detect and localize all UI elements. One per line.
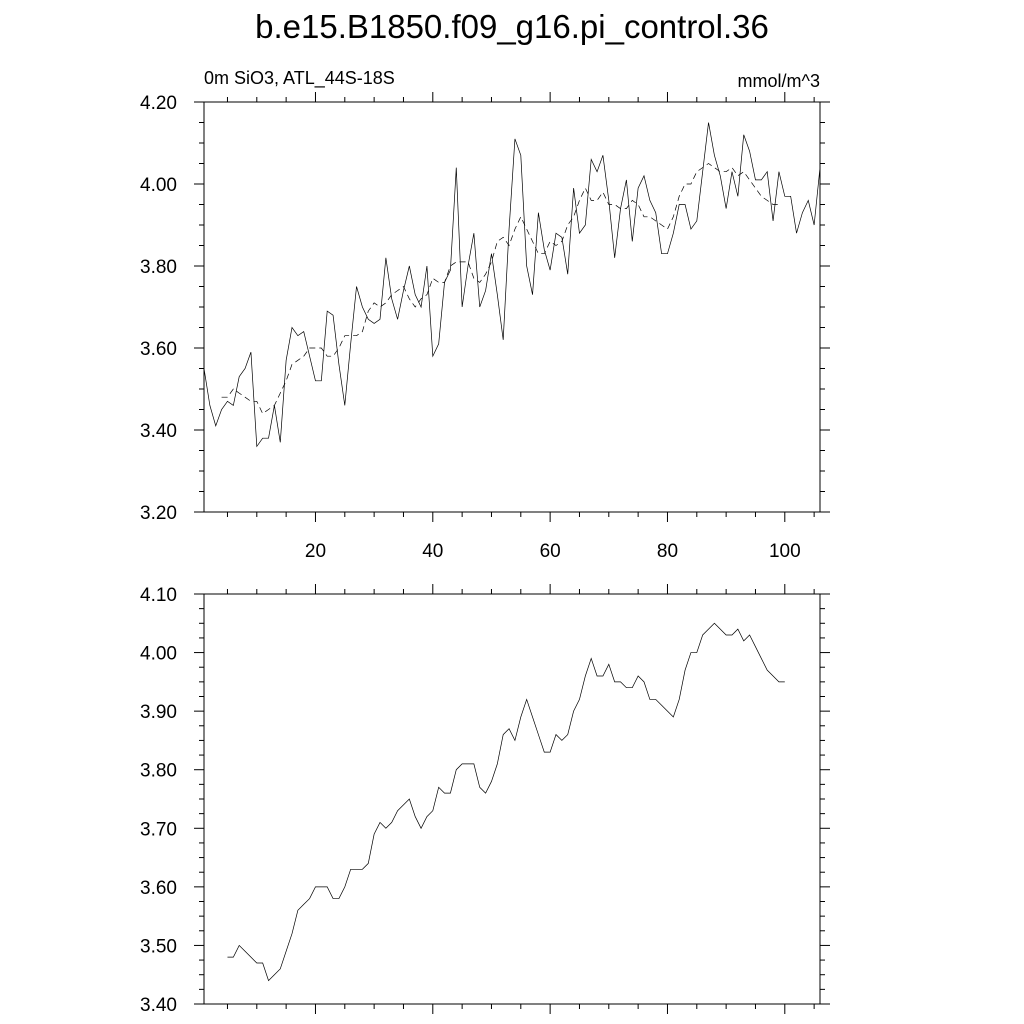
- top-x-tick-label: 60: [540, 541, 561, 562]
- bottom-plot-frame: [203, 593, 821, 1005]
- top-y-axis-labels: 3.20 3.40 3.60 3.80 4.00 4.20: [140, 93, 177, 524]
- top-panel-subtitle-left: 0m SiO3, ATL_44S-18S: [204, 68, 395, 89]
- top-y-tick-label: 3.20: [140, 503, 177, 524]
- bottom-y-tick-label: 3.50: [140, 936, 177, 957]
- top-y-tick-label: 4.20: [140, 93, 177, 114]
- top-y-tick-label: 3.40: [140, 421, 177, 442]
- bottom-y-tick-label: 4.00: [140, 644, 177, 665]
- top-x-tick-label: 100: [769, 541, 801, 562]
- top-series-group: [203, 122, 821, 448]
- top-panel: 0m SiO3, ATL_44S-18S mmol/m^3 3.203.403.…: [140, 68, 830, 562]
- top-axis-ticks: [194, 92, 830, 522]
- bottom-y-tick-label: 3.40: [140, 995, 177, 1016]
- top-y-tick-label: 3.60: [140, 339, 177, 360]
- top-panel-subtitle-right: mmol/m^3: [738, 71, 820, 91]
- bottom-y-tick-label: 3.60: [140, 878, 177, 899]
- bottom-y-tick-label: 3.70: [140, 819, 177, 840]
- top-x-axis-labels: 20 40 60 80 100: [305, 541, 801, 562]
- top-y-tick-label: 4.00: [140, 175, 177, 196]
- top-series-line-0: [203, 122, 821, 448]
- top-y-tick-label: 3.80: [140, 257, 177, 278]
- bottom-series-line-0: [227, 622, 785, 982]
- chart-title: b.e15.B1850.f09_g16.pi_control.36: [255, 8, 769, 45]
- top-x-tick-label: 20: [305, 541, 326, 562]
- bottom-series-group: [227, 622, 785, 982]
- top-plot-frame: [203, 101, 821, 513]
- bottom-y-tick-label: 3.90: [140, 702, 177, 723]
- top-x-tick-label: 40: [422, 541, 443, 562]
- top-x-tick-label: 80: [657, 541, 678, 562]
- bottom-axis-ticks: [194, 584, 830, 1014]
- top-series-running-mean-line-1: [221, 163, 779, 415]
- bottom-y-tick-label: 3.80: [140, 761, 177, 782]
- bottom-y-axis-labels: 3.40 3.50 3.60 3.70 3.80 3.90 4.00 4.10: [140, 585, 177, 1016]
- bottom-panel: 3.40 3.50 3.60 3.70 3.80 3.90 4.00 4.10: [140, 584, 830, 1016]
- bottom-y-tick-label: 4.10: [140, 585, 177, 606]
